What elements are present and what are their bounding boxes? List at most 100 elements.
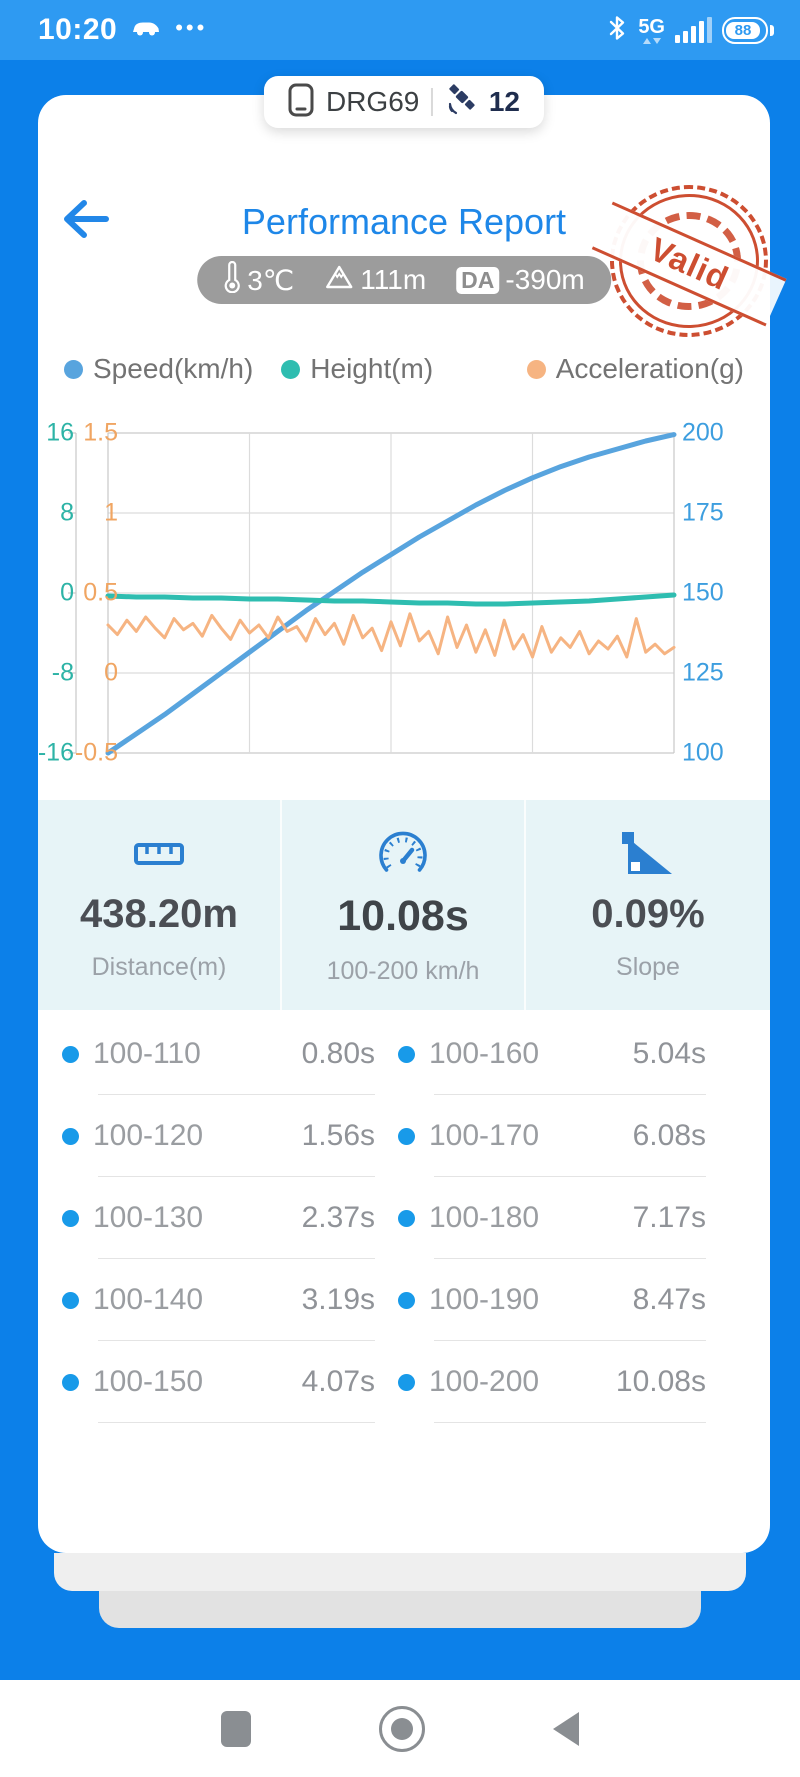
interval-column-left: 100-110 0.80s 100-120 1.56s 100-130 2.37s 100-… [62, 1013, 375, 1423]
height-axis-tick: -16 [37, 738, 74, 767]
interval-row: 100-180 7.17s [398, 1177, 706, 1259]
legend-dot [64, 359, 83, 379]
legend-item[interactable]: Acceleration(g) [526, 353, 744, 385]
recents-button[interactable] [221, 1710, 251, 1747]
legend-label: Height(m) [310, 353, 434, 384]
legend-label: Acceleration(g) [555, 353, 744, 384]
interval-dot [62, 1373, 79, 1391]
interval-dot [62, 1209, 79, 1227]
ruler-icon [134, 830, 184, 878]
interval-dot [398, 1209, 415, 1227]
summary-stats: 438.20m Distance(m) 10.08s 100-200 km/h … [38, 800, 770, 1010]
satellite-icon [445, 83, 477, 121]
stacked-sheet-1 [54, 1553, 746, 1591]
temperature-value: 3℃ [247, 264, 295, 296]
interval-dot [62, 1045, 79, 1063]
speed-axis-tick: 150 [682, 578, 724, 607]
interval-time: 8.47s [632, 1283, 706, 1316]
device-chip[interactable]: DRG69 12 [263, 76, 545, 128]
interval-row: 100-140 3.19s [62, 1259, 375, 1341]
interval-dot [62, 1127, 79, 1145]
network-type: 5G [638, 17, 665, 44]
interval-range: 100-130 [93, 1201, 204, 1234]
altitude-value: 111m [360, 264, 427, 295]
interval-range: 100-120 [93, 1119, 204, 1152]
acceleration-axis-tick: 1 [104, 498, 118, 527]
page-title: Performance Report [241, 201, 567, 242]
interval-column-right: 100-160 5.04s 100-170 6.08s 100-180 7.17s 100-… [398, 1013, 706, 1423]
signal-strength-icon [675, 17, 712, 43]
slope-icon [620, 830, 676, 878]
home-button[interactable] [379, 1705, 425, 1752]
interval-dot [62, 1291, 79, 1309]
interval-dot [398, 1291, 415, 1309]
stat-distance: 438.20m Distance(m) [38, 800, 282, 1010]
battery-icon: 88 [722, 16, 774, 44]
speed-axis-tick: 175 [682, 498, 724, 527]
legend-item[interactable]: Speed(km/h) [64, 353, 253, 385]
back-button[interactable] [60, 199, 116, 243]
interval-time: 3.19s [301, 1283, 375, 1316]
distance-value: 438.20m [80, 892, 238, 936]
distance-label: Distance(m) [91, 953, 227, 981]
interval-row: 100-160 5.04s [398, 1013, 706, 1095]
height-axis-tick: -8 [51, 658, 74, 687]
interval-time: 5.04s [632, 1037, 706, 1070]
interval-range: 100-190 [429, 1283, 540, 1316]
performance-chart: 16 8 0 -8 -16 1.5 1 0.5 0 -0.5 200 175 150 125 100 [38, 388, 770, 780]
interval-row: 100-130 2.37s [62, 1177, 375, 1259]
interval-dot [398, 1045, 415, 1063]
data-activity-icon [642, 37, 661, 44]
speedometer-icon [378, 830, 428, 878]
interval-range: 100-160 [429, 1037, 540, 1070]
temperature-group: 3℃ [223, 260, 295, 300]
time-label: 100-200 km/h [326, 957, 480, 985]
clock: 10:20 [38, 13, 118, 46]
thermometer-icon [223, 260, 241, 300]
slope-label: Slope [616, 953, 680, 981]
interval-range: 100-180 [429, 1201, 540, 1234]
altitude-group: 111m [324, 264, 426, 297]
stat-time: 10.08s 100-200 km/h [282, 800, 526, 1010]
density-altitude-value: -390m [505, 264, 585, 295]
satellite-count: 12 [488, 86, 521, 117]
stat-slope: 0.09% Slope [526, 800, 770, 1010]
acceleration-axis-tick: 1.5 [83, 418, 118, 447]
chart-canvas [68, 432, 677, 756]
height-axis-tick: 0 [60, 578, 74, 607]
height-axis-tick: 16 [46, 418, 74, 447]
bluetooth-icon [606, 14, 628, 47]
report-card: Performance Report 3℃ 111m DA -390m Vali… [38, 95, 787, 1553]
environment-pill: 3℃ 111m DA -390m [197, 256, 611, 304]
speed-axis-tick: 200 [682, 418, 724, 447]
interval-range: 100-140 [93, 1283, 204, 1316]
mountain-icon [324, 264, 354, 297]
acceleration-axis-tick: -0.5 [74, 738, 118, 767]
interval-time: 1.56s [301, 1119, 375, 1152]
interval-dot [398, 1127, 415, 1145]
car-icon [131, 19, 161, 42]
status-bar: 10:20 ••• 5G 88 [0, 0, 800, 60]
legend-item[interactable]: Height(m) [281, 353, 433, 385]
da-badge: DA [456, 266, 500, 294]
legend-dot [526, 359, 546, 379]
chart-legend: Speed(km/h) Height(m) Acceleration(g) [38, 351, 770, 387]
ellipsis-icon: ••• [175, 15, 208, 40]
interval-time: 4.07s [301, 1365, 375, 1398]
acceleration-axis-tick: 0 [104, 658, 118, 687]
android-nav-bar [0, 1680, 800, 1777]
back-nav-button[interactable] [553, 1711, 579, 1746]
interval-time: 0.80s [301, 1037, 375, 1070]
density-altitude-group: DA -390m [456, 264, 585, 296]
interval-row: 100-170 6.08s [398, 1095, 706, 1177]
slope-value: 0.09% [591, 892, 705, 936]
interval-time: 7.17s [632, 1201, 706, 1234]
interval-range: 100-110 [93, 1037, 201, 1070]
acceleration-axis-tick: 0.5 [83, 578, 118, 607]
battery-level: 88 [726, 21, 760, 39]
stacked-sheet-2 [99, 1591, 701, 1628]
interval-range: 100-150 [93, 1365, 204, 1398]
phone-icon [288, 83, 314, 122]
interval-range: 100-170 [429, 1119, 540, 1152]
interval-row: 100-200 10.08s [398, 1341, 706, 1423]
